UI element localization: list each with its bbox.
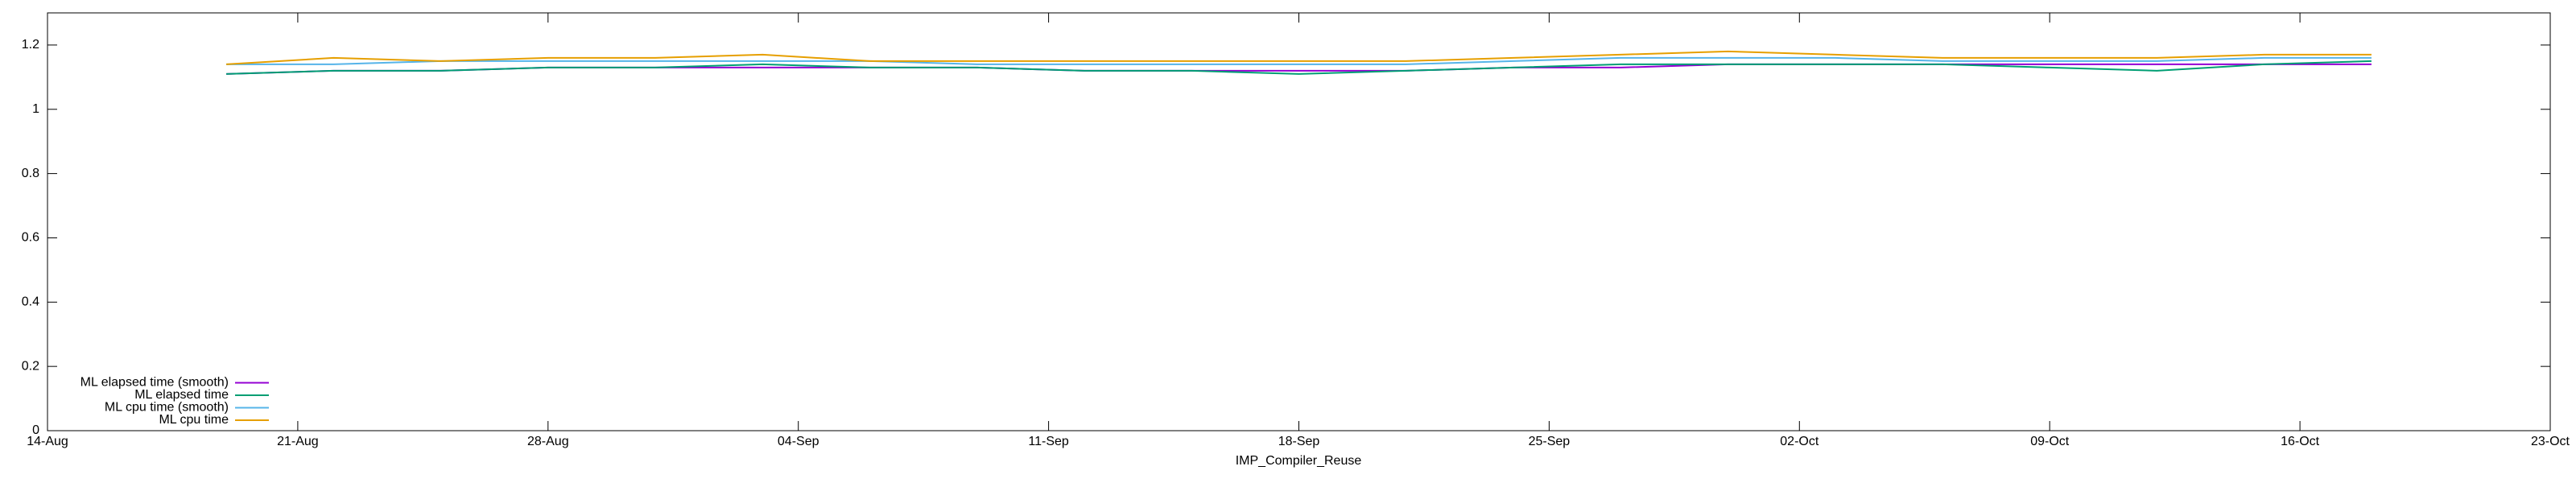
x-tick-label: 21-Aug xyxy=(277,435,319,448)
legend-label: ML elapsed time (smooth) xyxy=(80,376,229,390)
series-line xyxy=(226,50,2372,65)
y-tick-label: 0.6 xyxy=(22,231,39,245)
x-tick-label: 23-Oct xyxy=(2531,435,2570,448)
y-tick-label: 0.4 xyxy=(22,295,39,309)
legend-label: ML cpu time xyxy=(159,413,229,427)
x-tick-label: 02-Oct xyxy=(1780,435,1819,448)
y-tick-label: 1 xyxy=(32,102,39,116)
series-line xyxy=(226,63,2372,75)
x-tick-label: 09-Oct xyxy=(2030,435,2070,448)
y-tick-label: 1.2 xyxy=(22,38,39,52)
legend-label: ML cpu time (smooth) xyxy=(105,401,229,415)
x-tick-label: 25-Sep xyxy=(1529,435,1571,448)
y-tick-label: 0 xyxy=(32,423,39,437)
x-tick-label: 04-Sep xyxy=(778,435,819,448)
x-tick-label: 16-Oct xyxy=(2281,435,2320,448)
series-line xyxy=(226,56,2372,65)
series-line xyxy=(226,60,2372,75)
legend-label: ML elapsed time xyxy=(134,388,229,402)
x-axis-label: IMP_Compiler_Reuse xyxy=(1236,454,1362,468)
y-tick-label: 0.2 xyxy=(22,359,39,373)
x-tick-label: 28-Aug xyxy=(527,435,569,448)
x-tick-label: 14-Aug xyxy=(27,435,68,448)
x-tick-label: 11-Sep xyxy=(1028,435,1069,448)
plot-border xyxy=(47,12,2551,431)
y-tick-label: 0.8 xyxy=(22,167,39,180)
x-tick-label: 18-Sep xyxy=(1278,435,1320,448)
